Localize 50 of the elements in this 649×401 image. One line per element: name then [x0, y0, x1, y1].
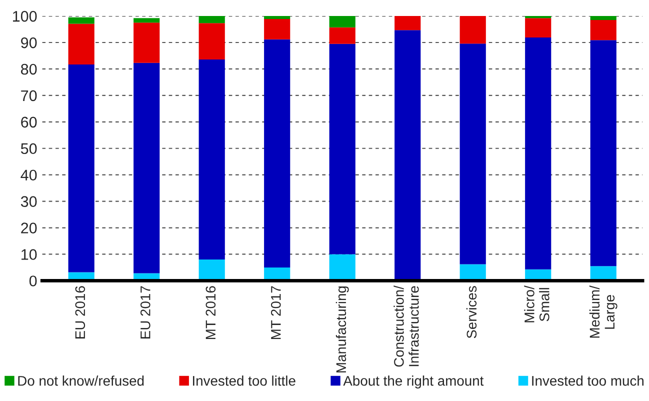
- y-tick-label: 60: [21, 116, 37, 128]
- legend-label: Invested too little: [193, 376, 296, 386]
- bar: [590, 20, 616, 40]
- bar: [134, 18, 160, 23]
- x-tick-label: MT 2017: [270, 286, 281, 339]
- x-tick-label: EU 2017: [140, 286, 150, 338]
- y-tick-label: 10: [21, 249, 37, 260]
- bar: [264, 39, 290, 268]
- bar: [68, 17, 94, 24]
- y-tick-label: 70: [21, 90, 37, 102]
- bar: [329, 27, 356, 44]
- y-tick-label: 50: [20, 143, 37, 154]
- x-tick-label: Services: [466, 286, 477, 338]
- y-tick-label: 40: [20, 170, 37, 181]
- bar: [198, 16, 225, 24]
- y-tick-label: 30: [20, 196, 37, 207]
- y-tick-label: 90: [21, 37, 37, 48]
- bar: [460, 16, 486, 44]
- bar: [198, 260, 225, 281]
- legend-label: Do not know/refused: [18, 376, 144, 386]
- x-tick-label: EU 2016: [75, 286, 86, 338]
- x-tick-label: Micro/ Small: [524, 286, 550, 322]
- bar: [329, 16, 356, 28]
- bar: [329, 254, 356, 281]
- y-tick-label: 20: [21, 222, 37, 234]
- y-tick-label: 0: [29, 276, 37, 286]
- bar: [134, 62, 160, 274]
- bar: [264, 18, 290, 40]
- bar: [590, 40, 616, 266]
- x-tick-label: Construction/ Infrastructure: [394, 286, 419, 367]
- bar: [198, 23, 225, 60]
- bar: [68, 24, 94, 64]
- bar: [590, 16, 616, 20]
- bar: [264, 16, 290, 19]
- bar: [525, 18, 552, 38]
- bar: [394, 30, 421, 281]
- x-tick-label: Medium/ Large: [589, 286, 618, 338]
- x-tick-label: MT 2016: [206, 286, 216, 339]
- bar: [329, 44, 356, 254]
- bar: [525, 37, 552, 270]
- bar: [68, 64, 94, 272]
- x-tick-label: Manufacturing: [336, 286, 349, 372]
- bar: [394, 16, 421, 30]
- legend-label: About the right amount: [343, 376, 484, 388]
- bar: [134, 22, 160, 63]
- bar: [460, 44, 486, 264]
- y-tick-label: 80: [20, 64, 37, 75]
- y-tick-label: 100: [13, 10, 37, 22]
- legend-label: Invested too much: [532, 376, 644, 386]
- bar: [198, 59, 225, 260]
